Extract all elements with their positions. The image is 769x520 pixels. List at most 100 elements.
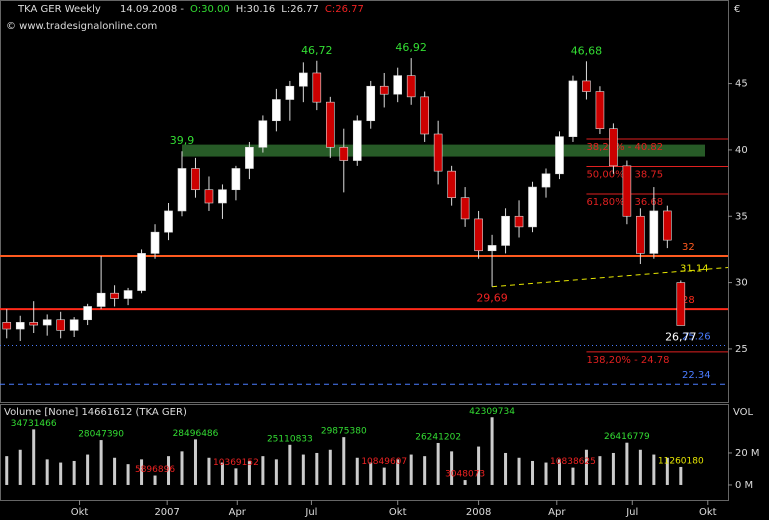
volume-annotation: 11260180: [658, 456, 704, 466]
volume-bar: [301, 454, 305, 485]
volume-title: Volume [None] 14661612 (TKA GER): [4, 407, 187, 418]
volume-panel: [0, 404, 729, 501]
candle-body: [609, 128, 618, 167]
candle-body: [339, 146, 349, 161]
volume-bar: [261, 456, 265, 485]
volume-bar: [126, 464, 130, 485]
volume-bar: [584, 449, 588, 485]
header-info: O:30.00: [190, 4, 230, 15]
candle-body: [636, 215, 645, 254]
candle-body: [204, 189, 214, 204]
y-tick-label: 30: [735, 278, 748, 289]
fib-label: 38,20% - 40.82: [586, 142, 663, 153]
volume-bar: [153, 475, 157, 485]
candle-body: [325, 101, 335, 148]
zone: [182, 144, 705, 157]
volume-bar: [288, 444, 292, 485]
volume-bar: [531, 460, 535, 485]
volume-bar: [207, 457, 211, 485]
candle-body: [110, 292, 119, 299]
candle-body: [177, 168, 187, 212]
candle-body: [299, 72, 308, 87]
x-tick-label: 2007: [154, 507, 179, 518]
candle-body: [379, 85, 389, 95]
volume-bar: [544, 462, 548, 485]
volume-tick-label: 0 M: [735, 480, 753, 491]
x-tick-label: Apr: [548, 507, 566, 518]
volume-bar: [99, 440, 103, 485]
candle-body: [29, 322, 39, 326]
candle-body: [568, 80, 578, 137]
candle-body: [501, 215, 510, 246]
candle-body: [582, 80, 591, 92]
volume-bar: [665, 457, 669, 485]
x-tick-label: Okt: [71, 507, 89, 518]
volume-bar: [274, 459, 278, 485]
volume-bar: [113, 457, 117, 485]
trendline: [492, 266, 729, 288]
volume-annotation: 10369152: [213, 458, 259, 468]
candle-body: [541, 173, 551, 188]
volume-bar: [315, 452, 319, 485]
price-annotation: 39,9: [170, 134, 195, 147]
candle-body: [285, 85, 295, 100]
volume-bar: [611, 452, 615, 485]
volume-bar: [450, 451, 454, 485]
x-tick-label: 2008: [466, 507, 491, 518]
candle-body: [595, 91, 605, 129]
volume-bar: [598, 456, 602, 485]
volume-bar: [5, 456, 9, 485]
volume-annotation: 25110833: [267, 434, 313, 444]
candle-body: [245, 146, 254, 169]
volume-axis-label: VOL: [733, 407, 754, 418]
volume-bar: [477, 446, 481, 485]
candle-body: [447, 170, 456, 198]
candle-body: [123, 290, 133, 299]
trendline-label: 31.14: [680, 263, 709, 274]
candle-body: [433, 133, 443, 172]
volume-bar: [234, 468, 238, 485]
volume-bar: [18, 449, 22, 485]
header-info: L:26.77: [281, 4, 319, 15]
volume-bar: [409, 454, 413, 485]
volume-bar: [517, 457, 521, 485]
volume-bar: [571, 467, 575, 485]
level-label: 22.34: [682, 370, 711, 381]
volume-annotation: 28047390: [78, 430, 124, 440]
candle-body: [42, 319, 52, 326]
volume-tick-label: 20 M: [735, 448, 760, 459]
volume-annotation: 42309734: [469, 407, 515, 417]
candle-body: [555, 136, 564, 175]
x-tick-label: Jul: [625, 507, 638, 518]
candle-body: [420, 96, 429, 135]
y-tick-label: 25: [735, 344, 748, 355]
price-panel: [0, 0, 729, 403]
volume-annotation: 10849607: [361, 457, 407, 467]
volume-bar: [557, 459, 561, 485]
level-label: 25.26: [682, 331, 711, 342]
volume-bar: [59, 462, 63, 485]
volume-bar: [638, 449, 642, 485]
level-label: 28: [682, 295, 695, 306]
candle-body: [191, 168, 200, 191]
y-tick-label: 40: [735, 145, 748, 156]
candle-body: [15, 322, 25, 330]
volume-bar: [504, 452, 508, 485]
volume-bar: [436, 442, 440, 485]
x-tick-label: Okt: [699, 507, 717, 518]
volume-bar: [625, 442, 629, 485]
candle-body: [137, 253, 146, 291]
y-tick-label: 45: [735, 79, 748, 90]
header-info: H:30.16: [236, 4, 276, 15]
volume-bar: [220, 462, 224, 485]
volume-annotation: 26416779: [604, 432, 650, 442]
x-tick-label: Jul: [304, 507, 317, 518]
chart-title: TKA GER Weekly: [17, 4, 101, 15]
volume-bar: [328, 449, 332, 485]
x-tick-label: Apr: [229, 507, 247, 518]
volume-bar: [72, 460, 76, 485]
x-tick-label: Okt: [389, 507, 407, 518]
volume-bar: [490, 417, 494, 485]
header-info: C:26.77: [325, 4, 364, 15]
